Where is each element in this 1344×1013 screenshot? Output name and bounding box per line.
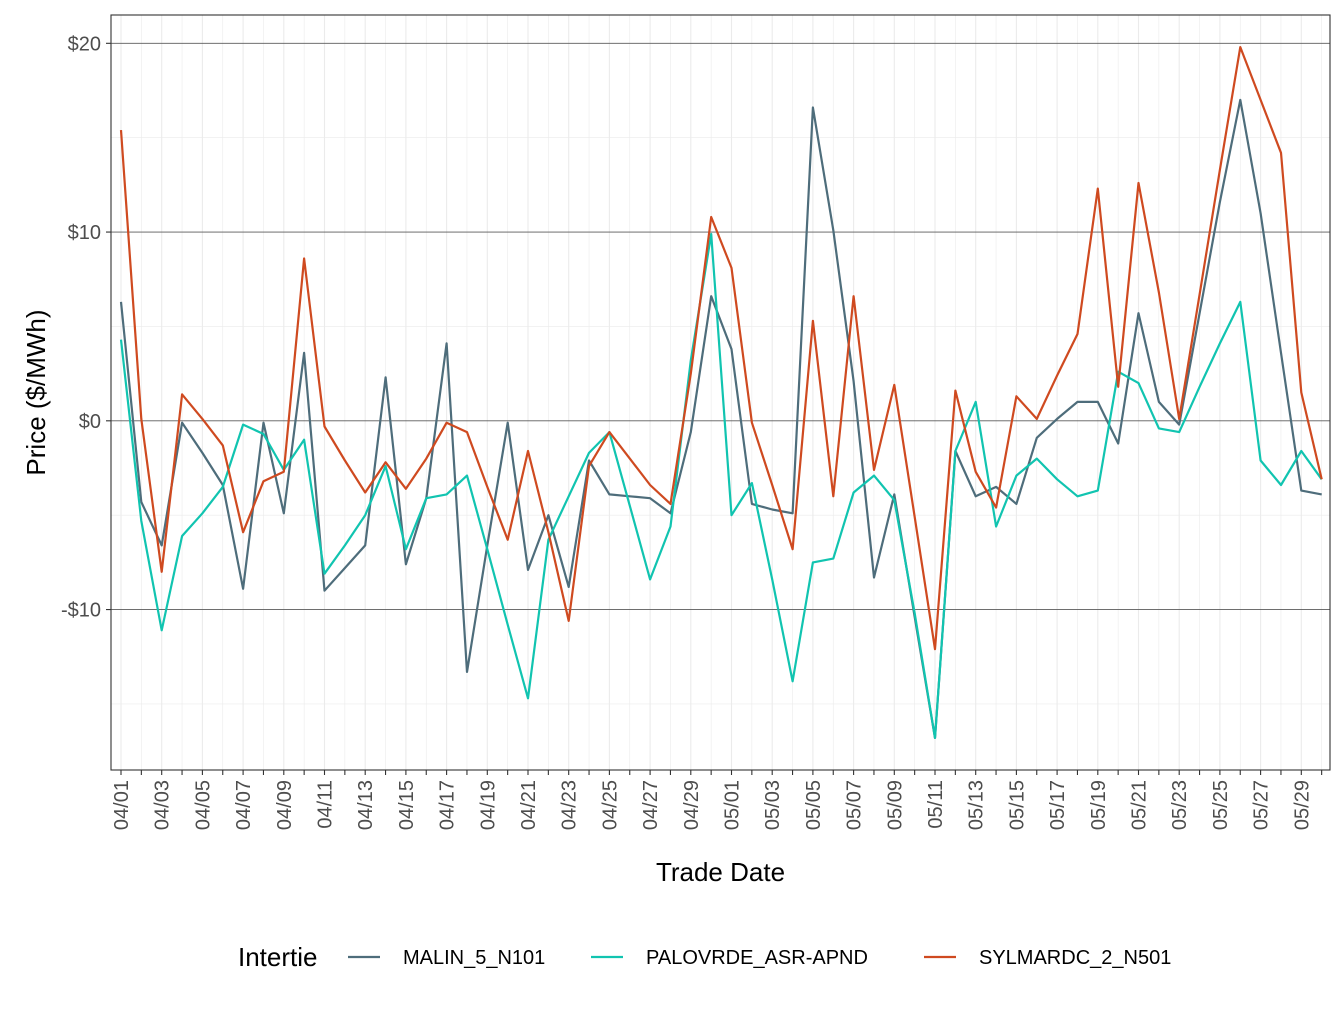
legend-label: PALOVRDE_ASR-APND bbox=[646, 947, 868, 969]
x-tick-label: 04/09 bbox=[274, 780, 296, 830]
x-tick-label: 05/19 bbox=[1088, 780, 1110, 830]
x-tick-label: 04/05 bbox=[192, 780, 214, 830]
series-line-PALOVRDE_ASR-APND bbox=[119, 232, 1323, 740]
series-layer bbox=[119, 45, 1323, 740]
series-line-SYLMARDC_2_N501 bbox=[119, 45, 1323, 651]
x-tick-label: 04/15 bbox=[396, 780, 418, 830]
x-tick-label: 04/07 bbox=[233, 780, 255, 830]
x-tick-label: 04/25 bbox=[599, 780, 621, 830]
x-tick-label: 05/09 bbox=[884, 780, 906, 830]
x-tick-label: 05/13 bbox=[966, 780, 988, 830]
y-tick-label: -$10 bbox=[61, 600, 101, 622]
plot-panel-background bbox=[111, 15, 1330, 770]
y-tick-label: $20 bbox=[68, 33, 101, 55]
x-tick-label: 05/23 bbox=[1169, 780, 1191, 830]
x-tick-label: 05/29 bbox=[1291, 780, 1313, 830]
x-tick-label: 05/11 bbox=[925, 780, 947, 829]
x-axis-title: Trade Date bbox=[656, 857, 785, 887]
x-tick-label: 04/21 bbox=[518, 780, 540, 830]
x-tick-label: 04/13 bbox=[355, 780, 377, 830]
x-tick-label: 04/19 bbox=[477, 780, 499, 830]
x-tick-label: 05/05 bbox=[803, 780, 825, 830]
legend-label: SYLMARDC_2_N501 bbox=[979, 947, 1171, 969]
x-tick-label: 05/21 bbox=[1129, 780, 1151, 830]
x-tick-label: 05/27 bbox=[1251, 780, 1273, 830]
x-tick-label: 05/07 bbox=[844, 780, 866, 830]
x-tick-label: 04/01 bbox=[111, 780, 133, 830]
x-tick-label: 05/01 bbox=[722, 780, 744, 830]
y-tick-label: $0 bbox=[79, 411, 101, 433]
y-tick-label: $10 bbox=[68, 222, 101, 244]
x-tick-label: 04/11 bbox=[315, 780, 337, 829]
x-tick-label: 04/03 bbox=[152, 780, 174, 830]
legend-label: MALIN_5_N101 bbox=[403, 947, 545, 969]
x-tick-label: 04/27 bbox=[640, 780, 662, 830]
axis-layer: -$10 $0 $10 $20 04/01 04/03 04/05 04/07 04/09 04/… bbox=[61, 33, 1323, 830]
x-tick-label: 04/17 bbox=[437, 780, 459, 830]
legend-title: Intertie bbox=[238, 942, 318, 972]
x-tick-label: 04/29 bbox=[681, 780, 703, 830]
x-tick-label: 05/17 bbox=[1047, 780, 1069, 830]
grid-layer bbox=[111, 15, 1330, 770]
x-tick-label: 05/15 bbox=[1006, 780, 1028, 830]
plot-panel-border bbox=[110, 14, 1331, 771]
x-tick-label: 04/23 bbox=[559, 780, 581, 830]
x-tick-label: 05/25 bbox=[1210, 780, 1232, 830]
x-tick-label: 05/03 bbox=[762, 780, 784, 830]
y-axis-title: Price ($/MWh) bbox=[21, 309, 51, 475]
legend: Intertie MALIN_5_N101 PALOVRDE_ASR-APND SY… bbox=[238, 942, 1171, 972]
